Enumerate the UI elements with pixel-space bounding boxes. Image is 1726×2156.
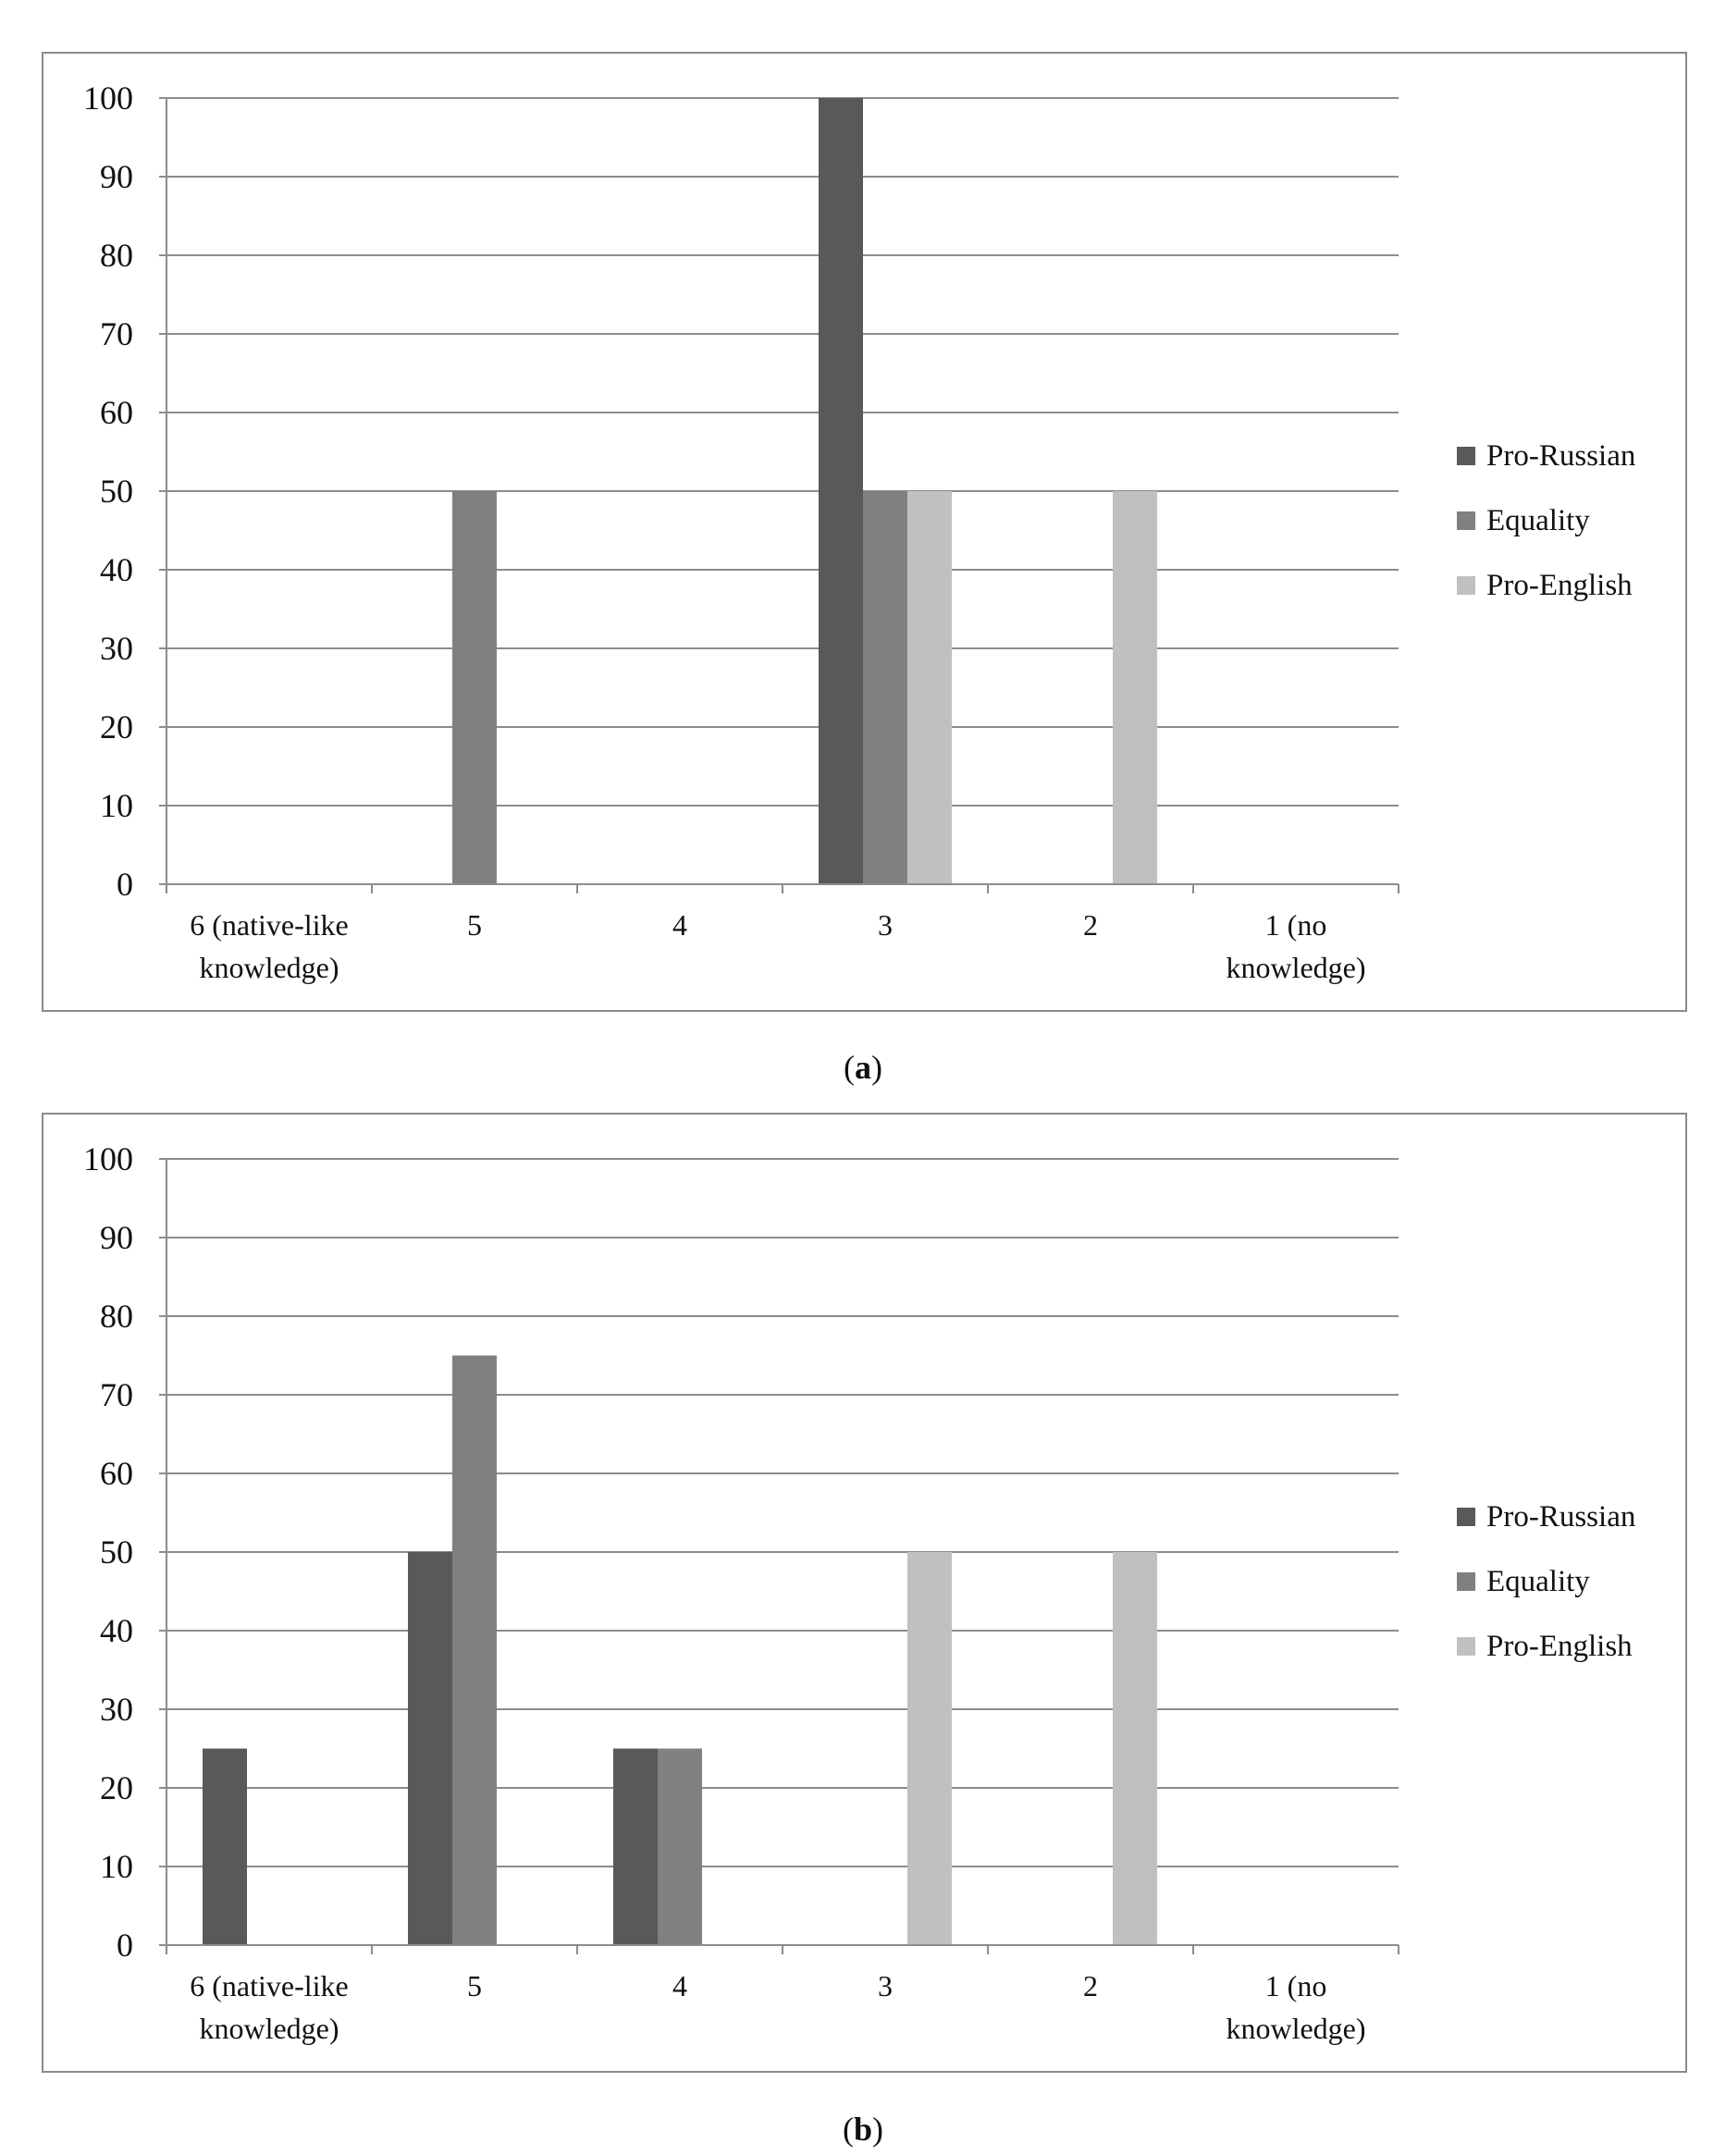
x-category-label-line: 2 xyxy=(1083,1969,1098,2002)
caption-b: (b) xyxy=(842,2111,884,2148)
bar-chart-b: 0 10 20 30 40 50 60 70 80 90 100 6 (native-like know… xyxy=(83,1140,1635,2045)
x-category-label: 6 (native-like knowledge) xyxy=(190,908,348,984)
x-category-label: 5 xyxy=(467,1969,482,2002)
x-category-label-line: 2 xyxy=(1083,908,1098,942)
caption-a-letter: a xyxy=(855,1049,871,1086)
x-category-label-line: 3 xyxy=(878,1969,893,2002)
y-tick-label: 80 xyxy=(100,1298,133,1335)
x-category-label: 6 (native-like knowledge) xyxy=(190,1969,348,2045)
bar-equality xyxy=(863,491,907,884)
x-category-label-line: knowledge) xyxy=(199,2012,339,2045)
y-tick-label: 0 xyxy=(117,866,133,903)
x-category-label-line: knowledge) xyxy=(1226,951,1365,984)
y-tick-label: 20 xyxy=(100,1769,133,1806)
y-tick-label: 20 xyxy=(100,708,133,745)
y-tick-label: 40 xyxy=(100,1612,133,1649)
legend-swatch xyxy=(1457,1508,1475,1526)
y-tick-label: 80 xyxy=(100,237,133,274)
bar-pro-russian xyxy=(203,1748,247,1945)
y-tick-label: 70 xyxy=(100,315,133,352)
legend-swatch xyxy=(1457,447,1475,465)
y-tick-label: 60 xyxy=(100,394,133,431)
x-category-label: 1 (no knowledge) xyxy=(1226,1969,1365,2045)
legend-swatch xyxy=(1457,1572,1475,1591)
y-tick-label: 40 xyxy=(100,551,133,588)
x-category-label-line: 4 xyxy=(672,908,687,942)
bar-pro-russian xyxy=(819,98,863,884)
legend-swatch xyxy=(1457,511,1475,530)
y-tick-label: 50 xyxy=(100,1534,133,1571)
legend-swatch xyxy=(1457,1637,1475,1656)
legend-label: Equality xyxy=(1486,504,1590,537)
x-category-label-line: 6 (native-like xyxy=(190,908,348,942)
x-category-label: 3 xyxy=(878,1969,893,2002)
y-tick-label: 30 xyxy=(100,630,133,667)
bar-pro-russian xyxy=(408,1552,452,1945)
x-category-label-line: 5 xyxy=(467,908,482,942)
x-category-label: 1 (no knowledge) xyxy=(1226,908,1365,984)
x-category-label: 5 xyxy=(467,908,482,942)
x-category-label: 4 xyxy=(672,908,687,942)
bar-pro-english xyxy=(907,1552,952,1945)
y-tick-label: 50 xyxy=(100,473,133,510)
y-tick-label: 70 xyxy=(100,1376,133,1413)
bar-pro-english xyxy=(907,491,952,884)
y-tick-label: 10 xyxy=(100,1848,133,1885)
bar-equality xyxy=(658,1748,702,1945)
y-tick-label: 90 xyxy=(100,158,133,195)
bar-chart-a: 0 10 20 30 40 50 60 70 80 90 100 6 (native-like know… xyxy=(83,80,1635,984)
bar-pro-english xyxy=(1113,1552,1157,1945)
x-category-label-line: knowledge) xyxy=(199,951,339,984)
legend-label: Equality xyxy=(1486,1565,1590,1598)
bar-pro-english xyxy=(1113,491,1157,884)
bar-equality xyxy=(452,491,497,884)
chart-panel-b: 0 10 20 30 40 50 60 70 80 90 100 6 (native-like know… xyxy=(42,1113,1687,2073)
y-tick-label: 0 xyxy=(117,1927,133,1964)
caption-a: (a) xyxy=(844,1049,882,1086)
legend-label: Pro-English xyxy=(1486,1630,1633,1663)
y-tick-label: 100 xyxy=(83,1140,133,1177)
bar-equality xyxy=(452,1355,497,1945)
x-category-label-line: 1 (no xyxy=(1265,908,1327,942)
legend-label: Pro-Russian xyxy=(1486,439,1635,473)
caption-b-letter: b xyxy=(853,2111,873,2148)
y-tick-label: 30 xyxy=(100,1691,133,1728)
x-category-label: 4 xyxy=(672,1969,687,2002)
legend-label: Pro-English xyxy=(1486,569,1633,602)
x-category-label-line: 1 (no xyxy=(1265,1969,1327,2002)
bar-pro-russian xyxy=(613,1748,658,1945)
x-category-label-line: 4 xyxy=(672,1969,687,2002)
chart-panel-a: 0 10 20 30 40 50 60 70 80 90 100 6 (native-like know… xyxy=(42,52,1687,1012)
x-category-label: 2 xyxy=(1083,1969,1098,2002)
y-tick-label: 100 xyxy=(83,80,133,117)
y-tick-label: 10 xyxy=(100,787,133,824)
legend-swatch xyxy=(1457,576,1475,595)
x-category-label-line: 3 xyxy=(878,908,893,942)
legend-label: Pro-Russian xyxy=(1486,1500,1635,1534)
x-category-label: 3 xyxy=(878,908,893,942)
y-tick-label: 90 xyxy=(100,1219,133,1256)
y-tick-label: 60 xyxy=(100,1455,133,1492)
x-category-label-line: 5 xyxy=(467,1969,482,2002)
x-category-label-line: 6 (native-like xyxy=(190,1969,348,2002)
x-category-label-line: knowledge) xyxy=(1226,2012,1365,2045)
x-category-label: 2 xyxy=(1083,908,1098,942)
